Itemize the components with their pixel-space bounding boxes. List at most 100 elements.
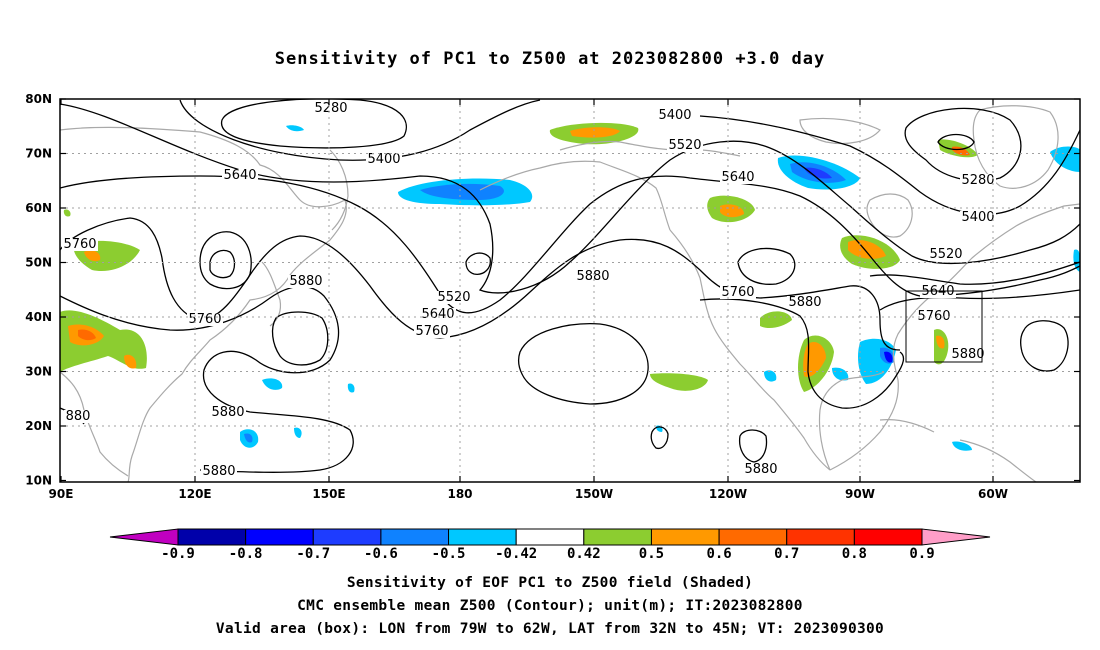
coastline-asia: [60, 126, 347, 482]
shade-positive-area: [63, 209, 71, 217]
contour-label: 5760: [188, 312, 221, 327]
colorbar-cell: [583, 528, 652, 546]
colorbar-label: 0.9: [909, 546, 934, 562]
colorbar-cell: [786, 528, 855, 546]
contour-label-bg: [575, 270, 611, 283]
contour-5880: [699, 298, 905, 409]
colorbar-cell: [245, 528, 314, 546]
colorbar-arrow-right: [921, 528, 991, 546]
lon-label: 120E: [178, 487, 211, 501]
lon-label: 60W: [978, 487, 1008, 501]
contour-label-bg: [950, 348, 986, 361]
lat-label: 80N: [25, 92, 52, 106]
contour-5400: [179, 99, 541, 161]
contour-5880: [60, 285, 354, 473]
plot-frame: [59, 98, 1081, 483]
contour-label: 5280: [314, 101, 347, 116]
contour-label-bg: [313, 102, 349, 115]
contour-label-bg: [960, 174, 996, 187]
contour-label: 5520: [437, 290, 470, 305]
shade-positive-area: [650, 373, 708, 391]
coastline-north-america-west: [669, 229, 831, 471]
contour-label-bg: [64, 410, 92, 423]
lon-label: 120W: [709, 487, 747, 501]
contour-closed-high: [209, 249, 236, 279]
coastline-asia-south: [60, 371, 129, 477]
shade-negative-area: [832, 367, 849, 381]
colorbar-cell: [448, 528, 517, 546]
coastline-arctic-coast: [559, 140, 741, 157]
lon-label: 150W: [575, 487, 613, 501]
contour-label: 5880: [788, 295, 821, 310]
contour-label-bg: [210, 406, 246, 419]
shade-positive-area: [936, 335, 945, 349]
colorbar-cell: [853, 528, 923, 546]
colorbar-label: -0.9: [161, 546, 195, 562]
sensitivity-map: 5280 5400 5400 5520 5640 5640 5760 5880 5760 5880…: [25, 92, 1081, 562]
z500-contours: [60, 99, 1080, 473]
contour-label-bg: [667, 139, 703, 152]
contour-label-bg: [787, 296, 823, 309]
chart-title: Sensitivity of PC1 to Z500 at 2023082800…: [274, 49, 826, 69]
lat-label: 50N: [25, 256, 52, 270]
shade-positive-area: [78, 329, 96, 341]
contour-label-bg: [288, 275, 324, 288]
contour-closed-high: [199, 231, 252, 290]
contour-label-bg: [62, 238, 98, 251]
coastline-north-america-east: [829, 203, 1080, 471]
colorbar-label: 0.5: [639, 546, 664, 562]
contour-label: 5760: [721, 285, 754, 300]
colorbar-label: -0.7: [296, 546, 330, 562]
contour-label: 5880: [211, 405, 244, 420]
lat-label: 30N: [25, 365, 52, 379]
colorbar-cell: [515, 528, 585, 546]
colorbar-arrow-left: [109, 528, 179, 546]
contour-5280: [904, 107, 1022, 182]
caption-contour: CMC ensemble mean Z500 (Contour); unit(m…: [297, 598, 803, 614]
contour-label: 5520: [929, 247, 962, 262]
valid-area-box: [905, 290, 983, 363]
contour-label: 5400: [367, 152, 400, 167]
shade-negative-area: [286, 125, 304, 132]
colorbar-cell: [312, 528, 382, 546]
colorbar-label: -0.5: [432, 546, 466, 562]
contour-label: 5760: [917, 309, 950, 324]
contour-label: 5880: [951, 347, 984, 362]
shade-negative-area: [884, 351, 893, 363]
contour-label: 5880: [576, 269, 609, 284]
lon-label: 90W: [845, 487, 875, 501]
gridlines: [60, 99, 1080, 482]
coastline-hudson-bay: [866, 193, 913, 238]
colorbar-label: 0.42: [567, 546, 601, 562]
shade-negative-area: [804, 167, 832, 179]
contour-label-bg: [720, 171, 756, 184]
contour-label-bg: [657, 109, 693, 122]
contour-label-bg: [187, 313, 223, 326]
contour-closed-high: [737, 247, 796, 285]
contour-5400: [699, 115, 1080, 216]
caption-shading: Sensitivity of EOF PC1 to Z500 field (Sh…: [346, 575, 754, 591]
contour-label: 5640: [223, 168, 256, 183]
lon-label: 150E: [312, 487, 345, 501]
contour-label-bg: [436, 291, 472, 304]
colorbar-cell: [718, 528, 788, 546]
contour-label: 5880: [202, 464, 235, 479]
contour-label-bg: [743, 463, 779, 476]
contour-label: 5280: [961, 173, 994, 188]
colorbar-cell: [650, 528, 720, 546]
coastline-south-america: [959, 439, 1037, 482]
contour-5280: [220, 99, 407, 149]
coastline-kamchatka: [329, 149, 349, 231]
colorbar-label: 0.8: [842, 546, 867, 562]
latitude-labels: 80N 70N 60N 50N 40N 30N 20N 10N: [25, 92, 52, 488]
contour-label-bg: [720, 286, 756, 299]
positive-sensitivity-areas: [60, 122, 978, 392]
shade-negative-area: [764, 370, 777, 382]
contour-5640-east: [869, 261, 1080, 285]
shade-positive-area: [848, 239, 886, 259]
contour-label: 5400: [961, 210, 994, 225]
colorbar-label: 0.7: [774, 546, 799, 562]
axis-ticks: [60, 98, 1080, 482]
shade-negative-area: [294, 427, 302, 438]
shade-negative-area: [952, 441, 972, 451]
